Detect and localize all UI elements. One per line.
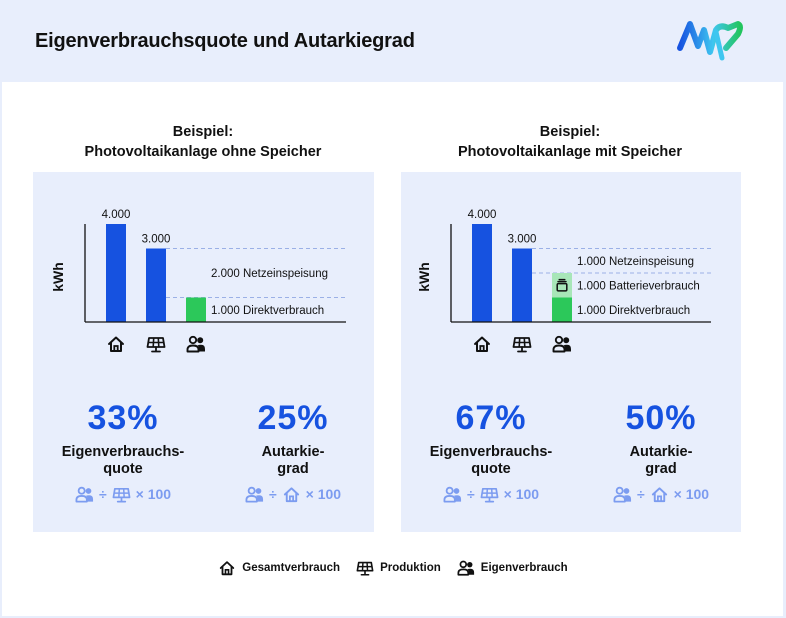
metric-autarkiegrad: 50% Autarkie- grad ÷ × 100 (576, 396, 746, 504)
legend-item-produktion: Produktion (356, 559, 441, 577)
metric-autarkiegrad: 25% Autarkie- grad ÷ × 100 (208, 396, 378, 504)
bar-value-label: 3.000 (508, 234, 537, 246)
formula: ÷ × 100 (576, 484, 746, 504)
bar-gesamtverbrauch (106, 224, 126, 322)
label-line: quote (471, 461, 511, 477)
house-icon (474, 336, 490, 352)
panel-mit-speicher: kWh 4.000 3.000 1.000 Netzeinspeisung 1.00… (401, 172, 741, 532)
people-icon (613, 485, 632, 504)
formula: ÷ × 100 (406, 484, 576, 504)
legend-item-gesamtverbrauch: Gesamtverbrauch (218, 559, 340, 577)
house-icon (108, 336, 124, 352)
panel-heading-ohne-speicher: Beispiel: Photovoltaikanlage ohne Speich… (33, 122, 373, 162)
legend: Gesamtverbrauch Produktion Eigenverbrauc… (0, 556, 786, 580)
solar-panel-icon (512, 337, 532, 353)
multiplier: × 100 (135, 486, 172, 502)
divide-sign: ÷ (98, 486, 107, 502)
bar-produktion (146, 248, 166, 322)
metric-eigenverbrauchsquote: 33% Eigenverbrauchs- quote ÷ × 100 (38, 396, 208, 504)
header: Eigenverbrauchsquote und Autarkiegrad (0, 0, 786, 82)
multiplier: × 100 (503, 486, 540, 502)
people-icon (552, 335, 571, 353)
label-line: Eigenverbrauchs- (429, 444, 553, 460)
people-icon (245, 485, 264, 504)
percent-value: 67% (455, 399, 527, 437)
bar-gesamtverbrauch (472, 224, 492, 322)
label-line: grad (277, 461, 309, 477)
metric-label: Eigenverbrauchs- quote (38, 444, 208, 478)
people-icon (75, 485, 94, 504)
label-line: quote (103, 461, 143, 477)
metric-eigenverbrauchsquote: 67% Eigenverbrauchs- quote ÷ × 100 (406, 396, 576, 504)
divide-sign: ÷ (636, 486, 645, 502)
label-line: Autarkie- (261, 444, 325, 460)
label-line: Autarkie- (629, 444, 693, 460)
panel-ohne-speicher: kWh 4.000 3.000 2.000 Netzeinspeisung 1.00… (33, 172, 374, 532)
people-icon (186, 335, 205, 353)
annotation-label: 1.000 Direktverbrauch (211, 305, 324, 317)
formula: ÷ × 100 (208, 484, 378, 504)
legend-label: Gesamtverbrauch (242, 562, 341, 574)
heading-line: Photovoltaikanlage ohne Speicher (84, 144, 322, 160)
house-icon (650, 485, 669, 504)
solar-panel-icon (480, 485, 499, 504)
percent-value: 25% (257, 399, 329, 437)
heading-line: Beispiel: (539, 124, 601, 140)
bar-produktion (512, 248, 532, 322)
annotation-label: 2.000 Netzeinspeisung (211, 268, 328, 280)
house-icon (282, 485, 301, 504)
legend-label: Produktion (380, 562, 441, 574)
annotation-label: 1.000 Batterieverbrauch (577, 280, 700, 292)
divide-sign: ÷ (466, 486, 475, 502)
annotation-label: 1.000 Direktverbrauch (577, 305, 690, 317)
bar-batterieverbrauch (552, 273, 572, 298)
brand-logo-icon (677, 21, 743, 61)
people-icon (457, 559, 475, 577)
heading-line: Photovoltaikanlage mit Speicher (458, 144, 682, 160)
label-line: grad (645, 461, 677, 477)
bar-direktverbrauch (186, 297, 206, 322)
legend-label: Eigenverbrauch (480, 562, 568, 574)
percent-value: 33% (87, 399, 159, 437)
divide-sign: ÷ (268, 486, 277, 502)
multiplier: × 100 (305, 486, 342, 502)
annotation-label: 1.000 Netzeinspeisung (577, 256, 694, 268)
bar-value-label: 4.000 (468, 209, 497, 221)
metric-label: Eigenverbrauchs- quote (406, 444, 576, 478)
solar-panel-icon (356, 559, 374, 577)
legend-item-eigenverbrauch: Eigenverbrauch (457, 559, 568, 577)
page-title: Eigenverbrauchsquote und Autarkiegrad (35, 30, 415, 52)
heading-line: Beispiel: (172, 124, 234, 140)
people-icon (443, 485, 462, 504)
y-axis-label: kWh (416, 262, 432, 292)
chart-mit-speicher: kWh 4.000 3.000 1.000 Netzeinspeisung 1.00… (416, 209, 711, 353)
house-icon (218, 559, 236, 577)
bar-direktverbrauch (552, 297, 572, 322)
battery-icon (556, 278, 568, 292)
panel-heading-mit-speicher: Beispiel: Photovoltaikanlage mit Speiche… (400, 122, 740, 162)
y-axis-label: kWh (50, 262, 66, 292)
solar-panel-icon (146, 337, 166, 353)
solar-panel-icon (112, 485, 131, 504)
chart-ohne-speicher: kWh 4.000 3.000 2.000 Netzeinspeisung 1.00… (50, 209, 346, 353)
bar-value-label: 3.000 (142, 234, 171, 246)
metric-label: Autarkie- grad (576, 444, 746, 478)
multiplier: × 100 (673, 486, 710, 502)
percent-value: 50% (625, 399, 697, 437)
bar-value-label: 4.000 (102, 209, 131, 221)
label-line: Eigenverbrauchs- (61, 444, 185, 460)
formula: ÷ × 100 (38, 484, 208, 504)
metric-label: Autarkie- grad (208, 444, 378, 478)
